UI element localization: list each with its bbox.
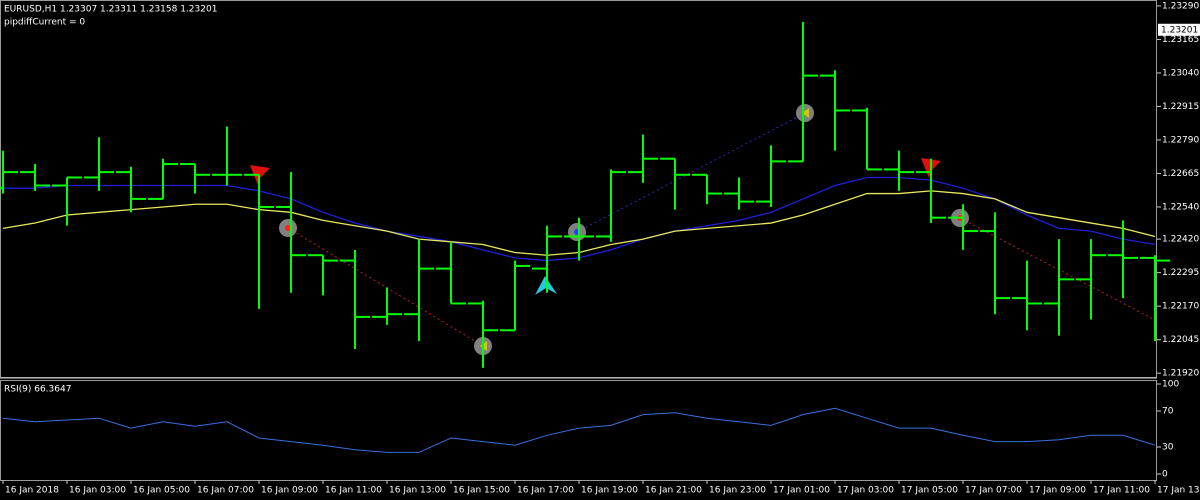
x-tick-label: 16 Jan 17:00 — [517, 486, 574, 496]
y-tick-label: 100 — [1162, 380, 1179, 390]
x-tick-label: 17 Jan 07:00 — [965, 486, 1022, 496]
last-price-label: 1.23201 — [1161, 25, 1198, 35]
signal-flag — [802, 108, 809, 118]
x-tick-label: 16 Jan 11:00 — [325, 486, 382, 496]
rsi-line — [2, 407, 1156, 453]
indicator-label: pipdiffCurrent = 0 — [4, 18, 85, 28]
last-price-tag — [1158, 23, 1200, 36]
y-tick-label: 1.22170 — [1162, 302, 1199, 312]
x-tick-label: 17 Jan 05:00 — [901, 486, 958, 496]
x-tick-label: 17 Jan 11:00 — [1093, 486, 1150, 496]
x-tick-label: 16 Jan 03:00 — [69, 486, 126, 496]
y-tick-label: 1.22295 — [1162, 268, 1199, 278]
y-tick-label: 1.23165 — [1162, 35, 1199, 45]
x-tick-label: 17 Jan 13:00 — [1157, 486, 1200, 496]
y-tick-label: 30 — [1162, 443, 1174, 453]
x-tick-label: 16 Jan 07:00 — [197, 486, 254, 496]
signal-dot — [285, 225, 291, 231]
y-tick-label: 1.22045 — [1162, 335, 1199, 345]
y-tick-label: 1.21920 — [1162, 369, 1199, 379]
y-tick-label: 70 — [1162, 407, 1174, 417]
y-tick-label: 1.22540 — [1162, 202, 1199, 212]
x-tick-label: 16 Jan 15:00 — [453, 486, 510, 496]
x-tick-label: 17 Jan 03:00 — [837, 486, 894, 496]
x-tick-label: 16 Jan 13:00 — [389, 486, 446, 496]
x-tick-label: 16 Jan 21:00 — [645, 486, 702, 496]
y-tick-label: 1.22665 — [1162, 169, 1199, 179]
x-tick-label: 17 Jan 01:00 — [773, 486, 830, 496]
chart-title: EURUSD,H1 1.23307 1.23311 1.23158 1.2320… — [4, 5, 217, 15]
rsi-title: RSI(9) 66.3647 — [4, 385, 71, 395]
x-tick-label: 16 Jan 23:00 — [709, 486, 766, 496]
x-tick-label: 17 Jan 09:00 — [1029, 486, 1086, 496]
y-tick-label: 1.22420 — [1162, 235, 1199, 245]
y-tick-label: 0 — [1162, 470, 1168, 480]
y-tick-label: 1.23290 — [1162, 1, 1199, 11]
y-tick-label: 1.22915 — [1162, 102, 1199, 112]
x-tick-label: 16 Jan 19:00 — [581, 486, 638, 496]
x-tick-label: 16 Jan 05:00 — [133, 486, 190, 496]
x-tick-label: 16 Jan 09:00 — [261, 486, 318, 496]
signal-line — [959, 217, 1156, 321]
y-tick-label: 1.23040 — [1162, 68, 1199, 78]
x-tick-label: 16 Jan 2018 — [5, 486, 59, 496]
y-tick-label: 1.22790 — [1162, 135, 1199, 145]
